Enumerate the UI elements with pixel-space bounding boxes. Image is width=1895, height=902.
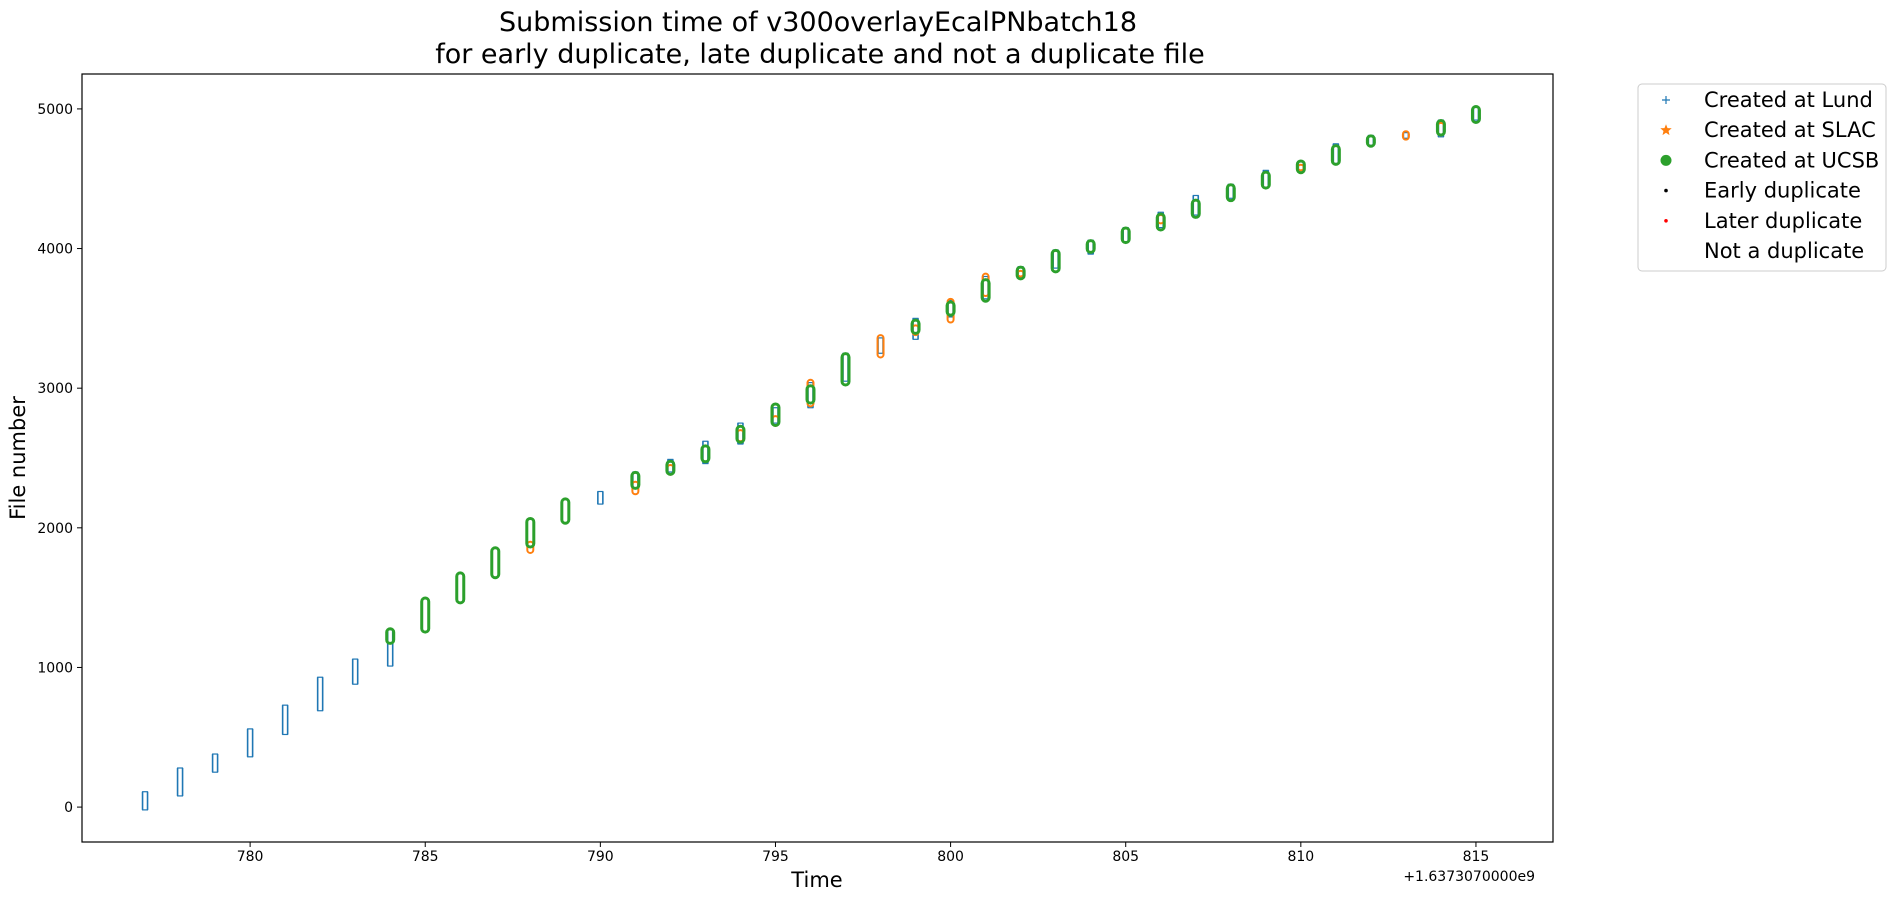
x-tick-label: 810 [1287, 849, 1314, 865]
legend-dot-icon [1664, 219, 1668, 223]
series-created-at-slac [526, 121, 1445, 554]
y-axis-ticks: 0 1000 2000 3000 4000 5000 [37, 102, 82, 816]
legend-label: Early duplicate [1704, 179, 1861, 203]
data-point-run [1330, 144, 1341, 166]
legend-item: Later duplicate [1664, 209, 1862, 233]
data-point-run [1120, 226, 1131, 245]
legend: Created at Lund Created at SLAC Created at… [1637, 83, 1887, 272]
legend-plus-icon [1662, 96, 1670, 104]
legend-item: Not a duplicate [1704, 239, 1864, 263]
data-point-run [735, 424, 746, 444]
y-axis-label: File number [6, 396, 30, 520]
legend-item: Created at UCSB [1660, 148, 1879, 172]
data-point-run [945, 300, 956, 317]
data-point-run [1015, 265, 1026, 281]
y-tick-label: 1000 [37, 660, 73, 676]
data-point-run [525, 516, 536, 549]
data-point-run [1225, 183, 1236, 203]
x-tick-label: 790 [587, 849, 614, 865]
data-point-run [840, 352, 851, 387]
x-tick-label: 780 [237, 849, 264, 865]
x-tick-label: 800 [937, 849, 964, 865]
data-point-run [910, 318, 921, 335]
y-tick-label: 5000 [37, 102, 73, 118]
legend-dot-icon [1664, 188, 1668, 193]
legend-circle-icon [1660, 154, 1672, 166]
legend-label: Created at Lund [1704, 88, 1873, 112]
legend-item: Early duplicate [1664, 179, 1861, 203]
data-point-run [700, 444, 711, 464]
series-created-at-ucsb [385, 105, 1481, 645]
y-tick-label: 0 [64, 800, 73, 816]
chart-title-line2: for early duplicate, late duplicate and … [435, 39, 1205, 70]
data-point-run [1085, 239, 1096, 254]
data-point-run [805, 384, 816, 405]
legend-item: Created at Lund [1662, 88, 1873, 112]
x-tick-label: 815 [1463, 849, 1490, 865]
data-point-run [385, 627, 396, 645]
plot-frame [81, 73, 1554, 843]
plot-marks [141, 105, 1481, 811]
data-point-run [630, 470, 641, 490]
x-axis-label: Time [790, 868, 842, 892]
data-point-run [665, 459, 676, 476]
legend-label: Later duplicate [1704, 209, 1862, 233]
data-point-run [876, 334, 885, 359]
data-point-run [1260, 170, 1271, 190]
data-point-run [980, 278, 991, 303]
x-tick-label: 785 [412, 849, 439, 865]
data-point-run [1155, 212, 1166, 232]
data-point-run [1401, 130, 1410, 141]
legend-label: Not a duplicate [1704, 239, 1864, 263]
y-tick-label: 4000 [37, 242, 73, 258]
chart-title-line1: Submission time of v300overlayEcalPNbatc… [499, 7, 1137, 38]
y-tick-label: 2000 [37, 521, 73, 537]
data-point-run [455, 571, 466, 605]
data-point-run [420, 596, 431, 634]
legend-label: Created at SLAC [1704, 118, 1876, 142]
y-tick-label: 3000 [37, 381, 73, 397]
data-point-run [1050, 248, 1061, 274]
data-point-run [1435, 118, 1446, 137]
legend-items: Created at Lund Created at SLAC Created at… [1660, 88, 1879, 263]
x-axis-ticks: 780 785 790 795 800 805 810 815 [237, 842, 1490, 865]
data-point-run [560, 497, 571, 525]
data-point-run [1470, 105, 1481, 124]
series-created-at-lund [141, 106, 1480, 811]
legend-star-icon [1660, 124, 1672, 136]
data-point-run [770, 402, 781, 427]
data-point-run [1295, 159, 1306, 175]
x-tick-label: 805 [1112, 849, 1139, 865]
x-tick-label: 795 [762, 849, 789, 865]
legend-item: Created at SLAC [1660, 118, 1876, 142]
data-point-run [1365, 134, 1376, 148]
legend-box [1637, 83, 1887, 272]
data-point-run [490, 546, 501, 580]
x-axis-offset-label: +1.6373070000e9 [1403, 869, 1535, 885]
legend-label: Created at UCSB [1704, 148, 1879, 172]
data-point-run [1190, 198, 1201, 219]
